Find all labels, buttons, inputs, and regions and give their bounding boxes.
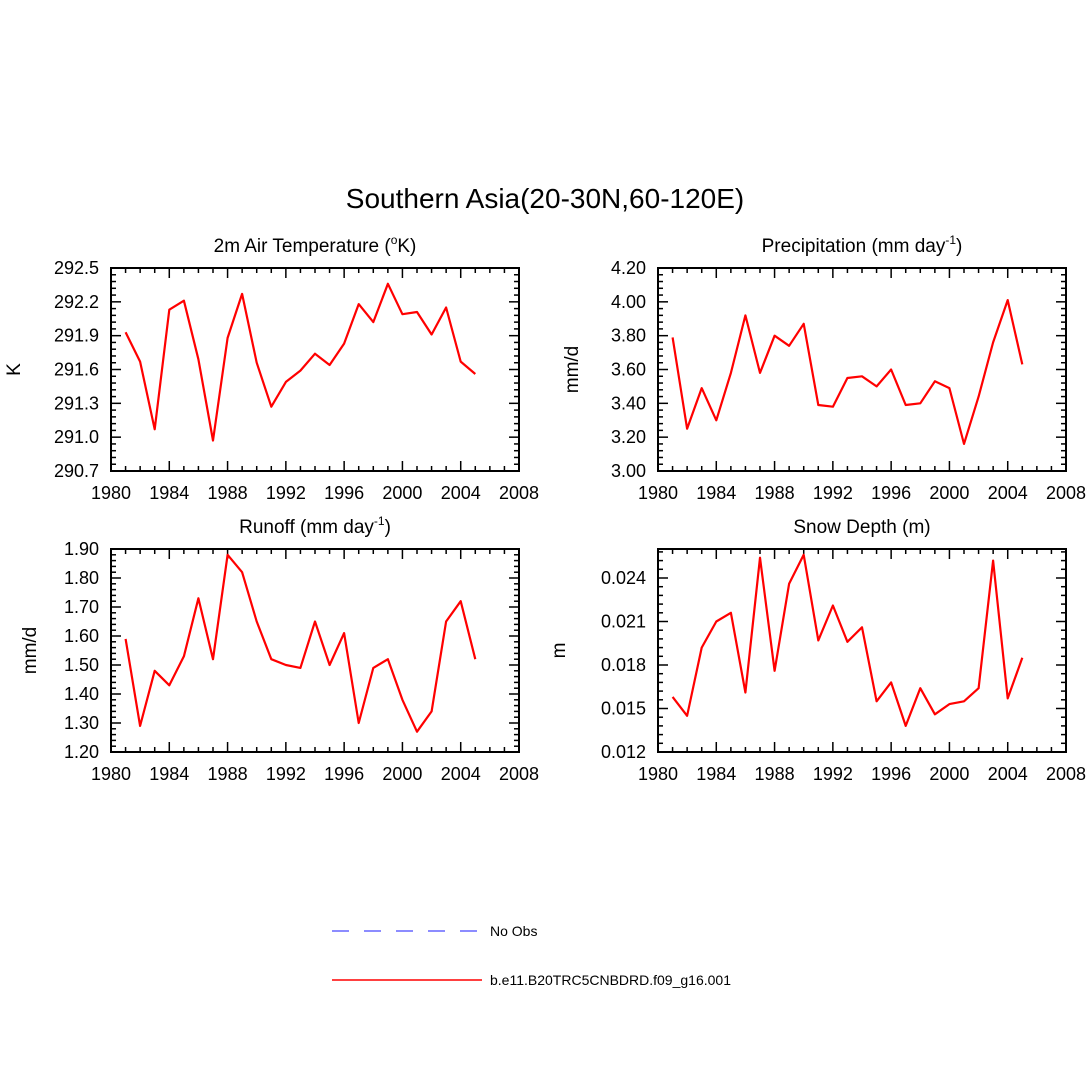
series-line-1: [671, 553, 1024, 728]
x-tick-label: 1988: [755, 483, 795, 503]
chart-title-sup: -1: [945, 233, 956, 247]
y-tick-label: 291.3: [54, 393, 99, 413]
x-tick-label: 1992: [266, 483, 306, 503]
x-tick-label: 1984: [149, 483, 189, 503]
y-tick-label: 0.024: [601, 568, 646, 588]
x-tick-label: 2008: [1046, 764, 1086, 784]
y-tick-label: 290.7: [54, 461, 99, 481]
x-tick-label: 2008: [1046, 483, 1086, 503]
x-tick-label: 1980: [638, 483, 678, 503]
x-tick-label: 1988: [208, 764, 248, 784]
chart-title: 2m Air Temperature (oK): [214, 233, 417, 257]
x-tick-label: 1996: [324, 483, 364, 503]
y-tick-label: 291.6: [54, 360, 99, 380]
x-tick-label: 2000: [929, 764, 969, 784]
y-axis-label: K: [4, 363, 25, 376]
y-tick-label: 3.20: [611, 427, 646, 447]
plot-frame: [657, 267, 1067, 472]
y-tick-label: 1.50: [64, 655, 99, 675]
y-tick-label: 292.2: [54, 292, 99, 312]
x-tick-label: 1988: [208, 483, 248, 503]
x-tick-label: 1988: [755, 764, 795, 784]
chart-title-sup: -1: [374, 514, 385, 528]
chart-title-end: ): [956, 236, 962, 257]
x-tick-label: 1984: [696, 483, 736, 503]
legend: No Obs b.e11.B20TRC5CNBDRD.f09_g16.001: [332, 923, 731, 988]
x-tick-label: 1996: [871, 764, 911, 784]
plot-frame: [110, 267, 520, 472]
x-tick-label: 2000: [382, 483, 422, 503]
y-tick-label: 3.40: [611, 393, 646, 413]
y-tick-label: 3.80: [611, 326, 646, 346]
y-tick-label: 0.012: [601, 742, 646, 762]
chart-title-main: Runoff (mm day: [239, 517, 374, 538]
chart-title: Runoff (mm day-1): [239, 514, 391, 538]
y-axis-label: mm/d: [20, 627, 41, 675]
series-line-1: [124, 282, 477, 442]
plot-frame: [110, 548, 520, 753]
x-tick-label: 2000: [382, 764, 422, 784]
figure-title: Southern Asia(20-30N,60-120E): [346, 183, 744, 214]
y-tick-label: 0.015: [601, 699, 646, 719]
chart-title-end: ): [385, 517, 391, 538]
chart-panel-1: 2m Air Temperature (oK) 1980 1984 1988 1992 1…: [4, 233, 539, 503]
x-tick-label: 2000: [929, 483, 969, 503]
y-tick-label: 1.90: [64, 539, 99, 559]
y-tick-label: 291.9: [54, 326, 99, 346]
y-tick-label: 1.40: [64, 684, 99, 704]
y-tick-label: 291.0: [54, 427, 99, 447]
x-tick-label: 1980: [638, 764, 678, 784]
chart-title-main: 2m Air Temperature (: [214, 236, 392, 257]
series-line-1: [671, 299, 1024, 445]
x-tick-label: 1980: [91, 764, 131, 784]
x-tick-label: 1980: [91, 483, 131, 503]
chart-panel-4: Snow Depth (m) 1980 1984 1988 1992 1996 2000 20…: [549, 517, 1086, 784]
chart-title-main: Precipitation (mm day: [762, 236, 946, 257]
x-tick-label: 2008: [499, 483, 539, 503]
y-axis-label: mm/d: [562, 346, 583, 394]
chart-panel-3: Runoff (mm day-1) 1980 1984 1988 1992 1996 200…: [20, 514, 539, 784]
x-tick-label: 1992: [813, 483, 853, 503]
x-tick-label: 1984: [696, 764, 736, 784]
legend-label-1: No Obs: [490, 923, 537, 939]
plot-frame: [657, 548, 1067, 753]
y-tick-label: 1.60: [64, 626, 99, 646]
y-tick-label: 1.80: [64, 568, 99, 588]
x-tick-label: 2004: [441, 483, 481, 503]
x-tick-label: 2004: [988, 483, 1028, 503]
chart-title-sup: o: [391, 233, 398, 247]
y-tick-label: 0.021: [601, 612, 646, 632]
x-tick-label: 1992: [266, 764, 306, 784]
y-tick-label: 1.30: [64, 713, 99, 733]
series-line-1: [124, 553, 477, 733]
panels: 2m Air Temperature (oK)1980 1984 1988 1992 1…: [4, 233, 1086, 784]
x-tick-label: 1996: [324, 764, 364, 784]
y-tick-label: 292.5: [54, 258, 99, 278]
x-tick-label: 1996: [871, 483, 911, 503]
legend-label-2: b.e11.B20TRC5CNBDRD.f09_g16.001: [490, 972, 731, 988]
chart-title-main: Snow Depth (m): [793, 517, 930, 538]
x-tick-label: 2004: [988, 764, 1028, 784]
chart-title: Precipitation (mm day-1): [762, 233, 963, 257]
chart-title-end: K): [397, 236, 416, 257]
y-tick-label: 4.20: [611, 258, 646, 278]
y-tick-label: 4.00: [611, 292, 646, 312]
x-tick-label: 2004: [441, 764, 481, 784]
y-tick-label: 3.60: [611, 360, 646, 380]
x-tick-label: 1992: [813, 764, 853, 784]
chart-title: Snow Depth (m): [793, 517, 930, 538]
x-tick-label: 1984: [149, 764, 189, 784]
chart-panel-2: Precipitation (mm day-1) 1980 1984 1988 1992…: [562, 233, 1086, 503]
y-tick-label: 0.018: [601, 655, 646, 675]
y-tick-label: 1.20: [64, 742, 99, 762]
y-tick-label: 3.00: [611, 461, 646, 481]
y-axis-label: m: [549, 643, 570, 659]
x-tick-label: 2008: [499, 764, 539, 784]
y-tick-label: 1.70: [64, 597, 99, 617]
